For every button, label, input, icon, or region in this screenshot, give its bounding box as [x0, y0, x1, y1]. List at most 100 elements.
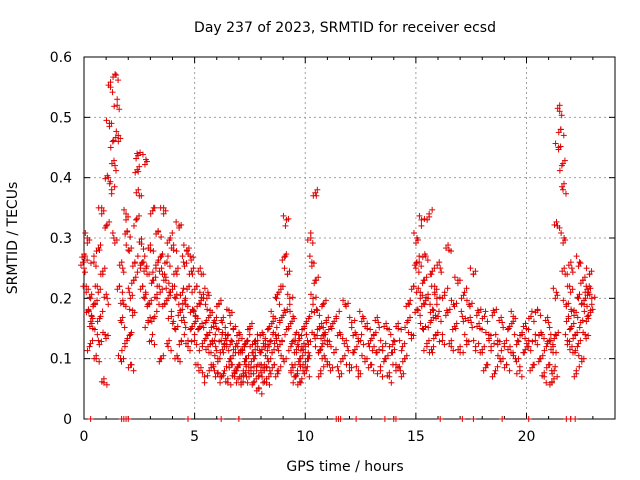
- data-point: [553, 289, 560, 296]
- data-point: [534, 341, 541, 348]
- data-point: [173, 291, 180, 298]
- data-point: [289, 338, 296, 345]
- data-point: [418, 216, 425, 223]
- data-point: [553, 218, 560, 225]
- data-point: [146, 271, 153, 278]
- data-point: [205, 292, 212, 299]
- data-point: [149, 269, 156, 276]
- data-point: [258, 361, 265, 368]
- data-point: [179, 253, 186, 260]
- data-point: [369, 347, 376, 354]
- data-point: [546, 324, 553, 331]
- data-point: [391, 338, 398, 345]
- data-point: [573, 309, 580, 316]
- data-point: [235, 375, 242, 382]
- data-point: [103, 117, 110, 124]
- data-point: [186, 347, 193, 354]
- data-point: [139, 283, 146, 290]
- data-point: [204, 289, 211, 296]
- data-point: [326, 338, 333, 345]
- data-point: [532, 331, 539, 338]
- data-point: [243, 338, 250, 345]
- data-point: [425, 324, 432, 331]
- data-point: [113, 128, 120, 135]
- data-point: [219, 329, 226, 336]
- data-point: [266, 367, 273, 374]
- data-point: [564, 283, 571, 290]
- data-point: [258, 390, 265, 397]
- y-tick-label: 0.6: [50, 50, 72, 66]
- data-point: [525, 315, 532, 322]
- data-point: [496, 338, 503, 345]
- data-point: [367, 361, 374, 368]
- data-point: [576, 259, 583, 266]
- data-point: [453, 300, 460, 307]
- data-point: [81, 265, 87, 272]
- data-point: [85, 286, 92, 293]
- data-point: [109, 138, 116, 145]
- y-axis-label: SRMTID / TECUs: [5, 182, 21, 295]
- data-point: [113, 237, 120, 243]
- data-point: [494, 363, 501, 370]
- data-point: [215, 369, 222, 376]
- data-point: [343, 361, 350, 368]
- data-point: [100, 329, 107, 336]
- data-point: [427, 301, 434, 308]
- data-point: [324, 361, 331, 368]
- data-point: [561, 157, 568, 164]
- data-point: [415, 285, 422, 292]
- data-point: [178, 221, 185, 228]
- data-point: [244, 379, 251, 386]
- data-point: [439, 331, 446, 338]
- data-point: [115, 352, 122, 359]
- data-point: [138, 192, 145, 199]
- data-point: [341, 352, 348, 359]
- data-point: [338, 370, 345, 377]
- data-point: [383, 320, 390, 327]
- data-point: [97, 242, 104, 249]
- data-point: [335, 367, 342, 374]
- data-point: [357, 370, 364, 377]
- data-point: [421, 215, 428, 222]
- data-point: [222, 324, 229, 331]
- data-point: [315, 274, 322, 281]
- data-point: [436, 259, 443, 266]
- data-point: [479, 326, 486, 333]
- data-point: [589, 306, 596, 313]
- data-point: [282, 222, 289, 229]
- data-point: [562, 237, 569, 243]
- data-point: [348, 364, 355, 371]
- data-point: [109, 230, 116, 236]
- data-point: [199, 369, 206, 376]
- data-point: [568, 265, 575, 272]
- data-point: [235, 329, 242, 336]
- data-point: [120, 355, 127, 362]
- data-point: [235, 416, 242, 422]
- data-point: [583, 265, 590, 272]
- data-point: [117, 135, 124, 142]
- data-point: [196, 289, 203, 296]
- data-point: [170, 242, 177, 249]
- data-point: [543, 343, 550, 350]
- data-point: [451, 274, 458, 281]
- data-point: [279, 338, 286, 345]
- data-point: [588, 301, 595, 308]
- data-point: [181, 331, 188, 338]
- data-point: [285, 215, 292, 222]
- data-point: [429, 306, 436, 313]
- data-point: [174, 265, 181, 272]
- data-point: [97, 286, 104, 293]
- data-point: [417, 312, 424, 319]
- data-point: [566, 338, 573, 345]
- data-point: [577, 337, 584, 344]
- data-point: [106, 218, 113, 225]
- data-point: [541, 347, 548, 354]
- data-point: [306, 253, 313, 260]
- data-point: [164, 253, 171, 260]
- data-point: [94, 297, 101, 304]
- data-point: [397, 367, 404, 374]
- data-point: [119, 265, 126, 272]
- data-point: [558, 230, 565, 236]
- data-point: [286, 301, 293, 308]
